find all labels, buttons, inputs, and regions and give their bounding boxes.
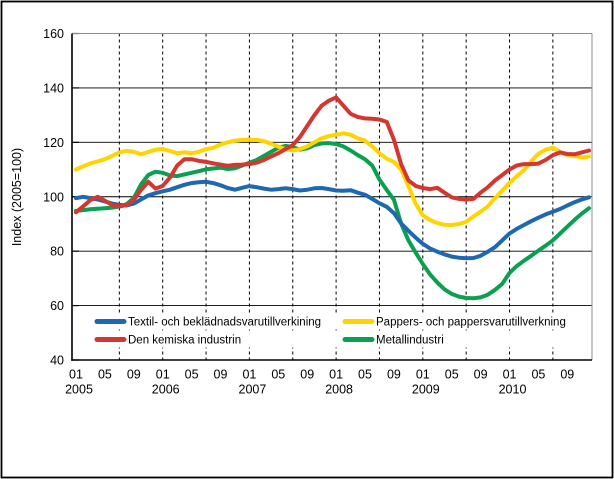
- y-tick-label: 60: [50, 299, 64, 313]
- series-line-textil: [74, 179, 591, 261]
- x-tick-label: 05: [358, 368, 372, 382]
- x-tick-label: 09: [214, 368, 228, 382]
- x-tick-label: 09: [560, 368, 574, 382]
- series-line-pappers: [74, 131, 591, 227]
- legend-item-bg: [342, 313, 580, 330]
- x-tick-label: 05: [271, 368, 285, 382]
- legend-label-pappers: Pappers- och pappersvarutillverkning: [376, 317, 566, 329]
- x-tick-label: 01: [156, 368, 170, 382]
- series-line-kemiska: [74, 95, 591, 215]
- x-tick-label: 09: [387, 368, 401, 382]
- y-tick-label: 100: [43, 190, 64, 204]
- x-year-label: 2009: [412, 383, 440, 397]
- legend: Textil- och beklädnadsvarutillverkining P…: [94, 313, 580, 348]
- x-tick-label: 05: [531, 368, 545, 382]
- x-year-label: 2008: [325, 383, 353, 397]
- x-year-label: 2005: [65, 383, 93, 397]
- y-tick-label: 40: [50, 354, 64, 368]
- x-tick-label: 09: [300, 368, 314, 382]
- legend-label-metall: Metallindustri: [376, 335, 444, 347]
- x-tick-label: 09: [474, 368, 488, 382]
- legend-label-textil: Textil- och beklädnadsvarutillverkining: [128, 317, 321, 329]
- legend-label-kemiska: Den kemiska industrin: [128, 335, 241, 347]
- x-year-label: 2007: [239, 383, 267, 397]
- y-tick-label: 120: [43, 136, 64, 150]
- x-tick-label: 01: [503, 368, 517, 382]
- plot-border: [71, 33, 593, 361]
- legend-item-bg: [94, 313, 344, 330]
- y-tick-label: 80: [50, 245, 64, 259]
- x-tick-label: 01: [242, 368, 256, 382]
- x-year-label: 2010: [499, 383, 527, 397]
- x-tick-label: 01: [329, 368, 343, 382]
- y-tick-label: 160: [43, 27, 64, 41]
- x-tick-label: 05: [185, 368, 199, 382]
- series-lines: [74, 95, 591, 301]
- legend-item-bg: [342, 331, 580, 348]
- x-tick-label: 09: [127, 368, 141, 382]
- gridlines: [72, 32, 592, 361]
- x-tick-label: 01: [416, 368, 430, 382]
- series-line-metall: [74, 141, 591, 301]
- legend-item-bg: [94, 331, 344, 348]
- x-year-label: 2006: [152, 383, 180, 397]
- y-axis-title: Index (2005=100): [10, 148, 24, 246]
- x-tick-label: 05: [445, 368, 459, 382]
- y-tick-label: 140: [43, 81, 64, 95]
- x-tick-label: 05: [98, 368, 112, 382]
- x-tick-label: 01: [69, 368, 83, 382]
